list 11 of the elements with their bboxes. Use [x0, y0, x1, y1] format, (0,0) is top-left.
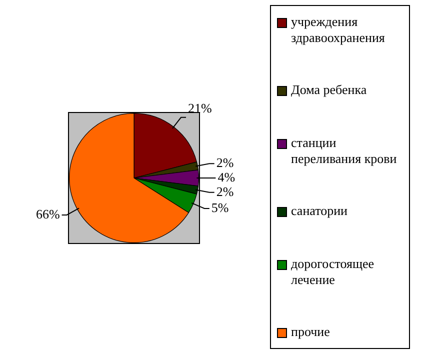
legend-label: дорогостоящее лечение [291, 256, 376, 288]
legend-label: Дома ребенка [291, 82, 367, 98]
legend-label: прочие [291, 324, 330, 340]
legend-label: учреждения здравоохранения [291, 14, 386, 46]
legend-label: санатории [291, 203, 348, 220]
data-label: 5% [211, 200, 229, 215]
legend-label: станции переливания крови [291, 134, 398, 167]
data-label: 2% [216, 184, 234, 199]
data-label: 4% [218, 169, 236, 184]
data-label: 66% [36, 206, 60, 222]
data-label: 2% [216, 155, 234, 170]
